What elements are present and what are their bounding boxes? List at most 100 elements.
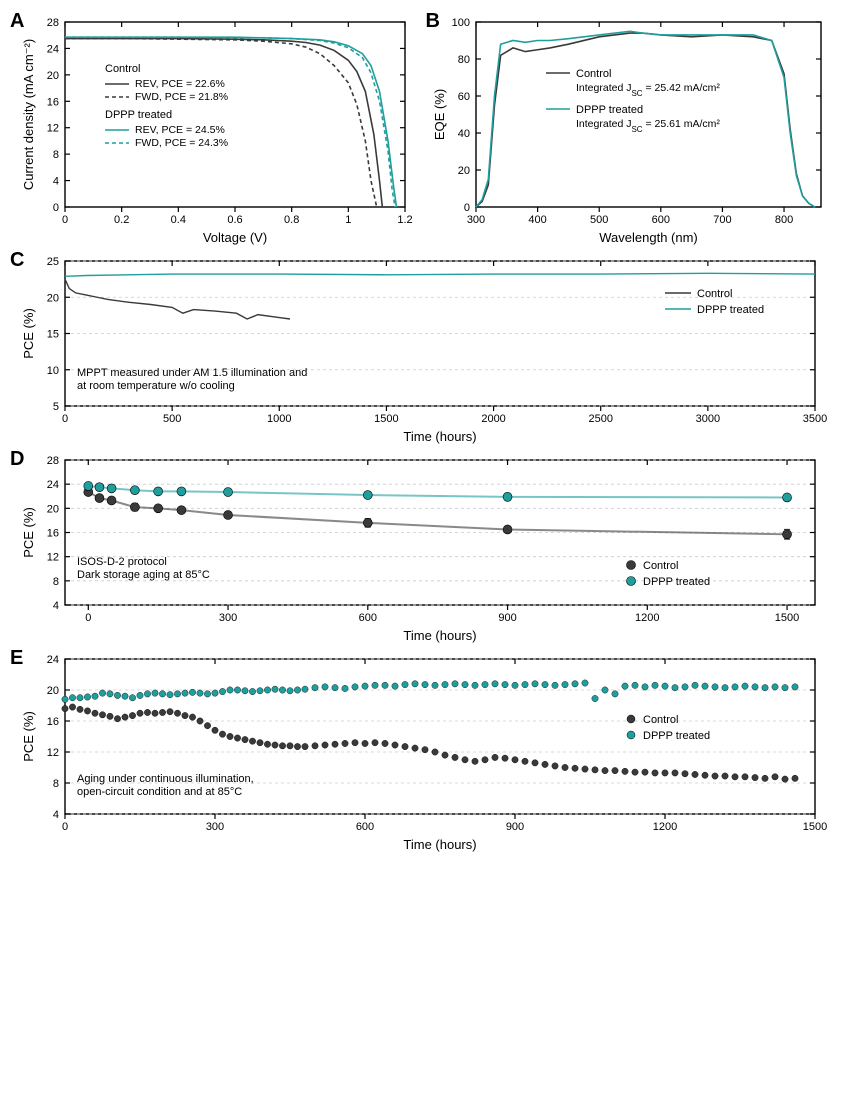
svg-text:Control: Control [576,68,611,80]
svg-text:60: 60 [457,91,469,103]
svg-text:Control: Control [105,63,140,75]
svg-text:40: 40 [457,128,469,140]
svg-text:1500: 1500 [775,612,799,624]
svg-text:0.4: 0.4 [171,214,186,226]
svg-text:PCE (%): PCE (%) [21,507,36,558]
svg-text:24: 24 [47,654,59,666]
svg-text:400: 400 [528,214,546,226]
figure-grid: A 00.20.40.60.811.20481216202428Voltage … [10,10,831,852]
svg-text:25: 25 [47,256,59,268]
svg-text:16: 16 [47,96,59,108]
svg-text:PCE (%): PCE (%) [21,308,36,359]
label-D: D [10,448,24,471]
svg-text:0: 0 [85,612,91,624]
svg-text:PCE (%): PCE (%) [21,711,36,762]
panel-E: E 0300600900120015004812162024Time (hour… [10,647,831,852]
svg-text:15: 15 [47,329,59,341]
svg-text:4: 4 [53,809,59,821]
svg-text:900: 900 [506,821,524,833]
svg-text:0.2: 0.2 [114,214,129,226]
svg-text:12: 12 [47,552,59,564]
svg-text:20: 20 [47,292,59,304]
svg-text:0: 0 [62,821,68,833]
svg-text:8: 8 [53,778,59,790]
svg-text:10: 10 [47,365,59,377]
svg-text:0.6: 0.6 [227,214,242,226]
svg-text:EQE (%): EQE (%) [432,89,447,140]
svg-text:Integrated JSC = 25.61 mA/cm²: Integrated JSC = 25.61 mA/cm² [576,118,720,134]
svg-text:800: 800 [774,214,792,226]
svg-text:1200: 1200 [635,612,659,624]
svg-text:open-circuit condition and at: open-circuit condition and at 85°C [77,786,242,798]
svg-text:12: 12 [47,123,59,135]
chart-D: 0 300 600 900 1200 1500 4 8 12 16 20 24 28 Time (hour… [10,448,830,643]
chart-C: 0500100015002000250030003500510152025Tim… [10,249,830,444]
svg-text:2000: 2000 [481,413,505,425]
svg-text:0: 0 [463,202,469,214]
svg-text:28: 28 [47,455,59,467]
svg-text:Control: Control [697,288,732,300]
svg-text:1.2: 1.2 [397,214,412,226]
svg-text:500: 500 [590,214,608,226]
svg-text:20: 20 [47,685,59,697]
svg-text:1: 1 [345,214,351,226]
svg-text:DPPP treated: DPPP treated [697,304,764,316]
svg-text:ISOS-D-2 protocol: ISOS-D-2 protocol [77,556,167,568]
svg-text:Dark storage aging at 85°C: Dark storage aging at 85°C [77,569,210,581]
svg-text:900: 900 [498,612,516,624]
panel-D: D 0 300 600 900 1200 1500 4 8 12 16 20 24 28 Time (ho… [10,448,831,643]
svg-text:4: 4 [53,176,59,188]
svg-text:300: 300 [466,214,484,226]
svg-text:100: 100 [451,17,469,29]
svg-text:REV, PCE = 22.6%: REV, PCE = 22.6% [135,78,225,90]
svg-text:DPPP treated: DPPP treated [105,109,172,121]
chart-A: 00.20.40.60.811.20481216202428Voltage (V… [10,10,415,245]
chart-B: 300400500600700800020406080100Wavelength… [426,10,831,245]
svg-text:0: 0 [53,202,59,214]
svg-text:MPPT measured under AM 1.5 ill: MPPT measured under AM 1.5 illumination … [77,367,307,379]
svg-text:1200: 1200 [653,821,677,833]
svg-text:1500: 1500 [374,413,398,425]
svg-text:0.8: 0.8 [284,214,299,226]
svg-text:8: 8 [53,149,59,161]
svg-text:DPPP treated: DPPP treated [643,576,710,588]
chart-E: 0300600900120015004812162024Time (hours)… [10,647,830,852]
panel-C: C 0500100015002000250030003500510152025T… [10,249,831,444]
label-C: C [10,249,24,272]
svg-text:600: 600 [356,821,374,833]
svg-text:Control: Control [643,714,678,726]
svg-text:Voltage (V): Voltage (V) [203,230,267,245]
svg-text:Aging under continuous illumin: Aging under continuous illumination, [77,773,254,785]
svg-text:Time (hours): Time (hours) [403,429,476,444]
svg-text:3000: 3000 [696,413,720,425]
svg-text:12: 12 [47,747,59,759]
svg-text:at room temperature w/o coolin: at room temperature w/o cooling [77,380,235,392]
svg-text:2500: 2500 [588,413,612,425]
svg-text:8: 8 [53,576,59,588]
svg-text:4: 4 [53,600,59,612]
svg-text:20: 20 [47,503,59,515]
svg-text:Integrated JSC = 25.42 mA/cm²: Integrated JSC = 25.42 mA/cm² [576,82,720,98]
svg-text:FWD, PCE = 24.3%: FWD, PCE = 24.3% [135,137,228,149]
svg-text:REV, PCE = 24.5%: REV, PCE = 24.5% [135,124,225,136]
svg-text:Time (hours): Time (hours) [403,837,476,852]
svg-text:16: 16 [47,528,59,540]
svg-text:0: 0 [62,413,68,425]
svg-text:80: 80 [457,54,469,66]
svg-text:700: 700 [713,214,731,226]
svg-text:0: 0 [62,214,68,226]
svg-text:1500: 1500 [803,821,827,833]
svg-text:Control: Control [643,560,678,572]
svg-text:24: 24 [47,43,59,55]
svg-text:Time (hours): Time (hours) [403,628,476,643]
svg-text:600: 600 [359,612,377,624]
svg-text:300: 300 [219,612,237,624]
svg-text:FWD, PCE = 21.8%: FWD, PCE = 21.8% [135,91,228,103]
svg-text:300: 300 [206,821,224,833]
svg-text:24: 24 [47,479,59,491]
label-E: E [10,647,23,670]
label-B: B [426,10,440,33]
panel-A: A 00.20.40.60.811.20481216202428Voltage … [10,10,416,245]
svg-text:5: 5 [53,401,59,413]
svg-text:DPPP treated: DPPP treated [576,104,643,116]
